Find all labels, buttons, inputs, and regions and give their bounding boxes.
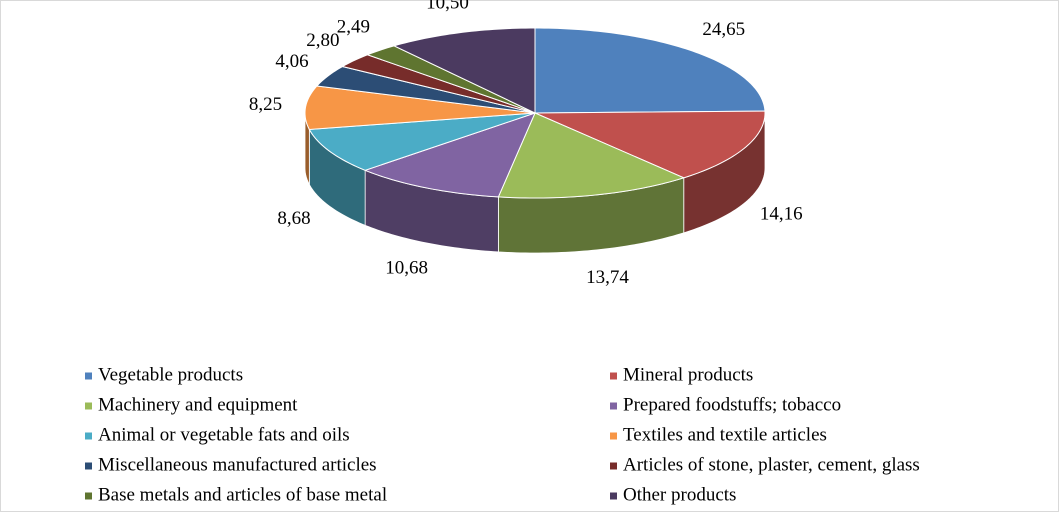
data-label: 10,50	[426, 0, 469, 14]
legend-marker	[610, 402, 617, 410]
slice	[304, 85, 536, 130]
legend-marker	[85, 462, 92, 470]
legend-label: Base metals and articles of base metal	[98, 484, 387, 505]
legend-marker	[85, 372, 92, 380]
legend-label: Other products	[623, 484, 736, 505]
slice	[308, 112, 536, 171]
slice	[363, 112, 536, 198]
legend-marker	[610, 492, 617, 500]
legend-label: Miscellaneous manufactured articles	[98, 454, 377, 475]
legend-marker	[610, 462, 617, 470]
data-label: 4,06	[275, 51, 308, 72]
slice	[392, 27, 536, 114]
legend-marker	[85, 492, 92, 500]
legend-label: Machinery and equipment	[98, 394, 298, 415]
slice	[534, 27, 766, 114]
legend-marker	[610, 372, 617, 380]
legend-marker	[610, 432, 617, 440]
legend-label: Vegetable products	[98, 364, 243, 385]
data-label: 24,65	[702, 19, 745, 40]
slice	[497, 112, 686, 199]
data-label: 10,68	[385, 258, 428, 279]
slice	[365, 45, 536, 114]
slice	[534, 110, 766, 179]
data-label: 14,16	[760, 204, 803, 225]
data-label: 2,80	[306, 30, 339, 51]
slice	[341, 54, 536, 114]
data-label: 13,74	[586, 267, 629, 288]
data-label: 8,25	[249, 94, 282, 115]
legend-label: Animal or vegetable fats and oils	[98, 424, 350, 445]
legend-label: Mineral products	[623, 364, 753, 385]
legend-label: Textiles and textile articles	[623, 424, 827, 445]
legend-label: Articles of stone, plaster, cement, glas…	[623, 454, 920, 475]
data-label: 8,68	[277, 208, 310, 229]
legend-label: Prepared foodstuffs; tobacco	[623, 394, 841, 415]
legend-marker	[85, 402, 92, 410]
legend-marker	[85, 432, 92, 440]
slice	[315, 65, 536, 114]
data-label: 2,49	[337, 16, 370, 37]
